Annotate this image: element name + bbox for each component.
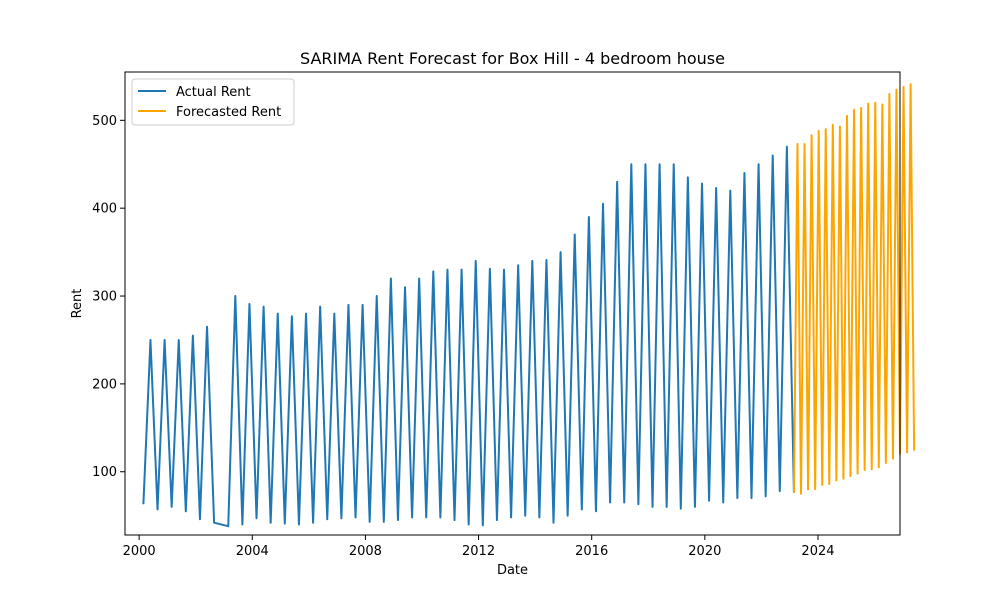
x-tick-label: 2008 <box>349 544 382 559</box>
legend-label-forecasted-rent: Forecasted Rent <box>176 105 281 120</box>
x-tick-label: 2020 <box>688 544 721 559</box>
y-tick-label: 100 <box>92 465 117 480</box>
legend-label-actual-rent: Actual Rent <box>176 85 251 100</box>
x-tick-label: 2000 <box>123 544 156 559</box>
x-tick-label: 2004 <box>236 544 269 559</box>
x-tick-label: 2012 <box>462 544 495 559</box>
y-axis-title: Rent <box>70 289 85 319</box>
plot-lines <box>142 83 916 528</box>
y-tick-label: 500 <box>92 114 117 129</box>
y-axis: 100 200 300 400 500 <box>92 114 125 480</box>
legend: Actual Rent Forecasted Rent <box>131 78 295 126</box>
y-tick-label: 200 <box>92 377 117 392</box>
legend-box <box>131 78 295 126</box>
x-tick-label: 2016 <box>575 544 608 559</box>
x-tick-label: 2024 <box>801 544 834 559</box>
y-tick-label: 400 <box>92 202 117 217</box>
chart-title: SARIMA Rent Forecast for Box Hill - 4 be… <box>300 49 725 68</box>
x-axis: 2000 2004 2008 2012 2016 2020 2024 <box>123 535 835 559</box>
x-axis-title: Date <box>497 563 528 578</box>
y-tick-label: 300 <box>92 290 117 305</box>
plot-frame <box>124 71 901 536</box>
series-line-forecasted-rent <box>792 83 916 495</box>
series-line-actual-rent <box>142 145 795 528</box>
